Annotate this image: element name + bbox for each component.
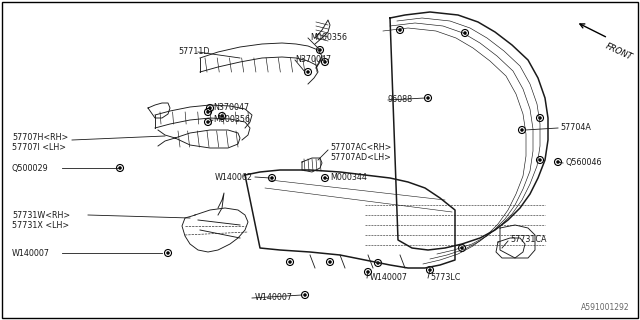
Circle shape [207,121,209,123]
Circle shape [307,71,309,73]
Circle shape [209,107,211,109]
Circle shape [557,161,559,163]
Text: A591001292: A591001292 [581,303,630,312]
Text: 57711D: 57711D [178,47,209,57]
Circle shape [461,247,463,249]
Text: W140007: W140007 [370,274,408,283]
Circle shape [221,115,223,117]
Circle shape [289,261,291,263]
Circle shape [329,261,331,263]
Circle shape [539,117,541,119]
Circle shape [521,129,523,131]
Circle shape [367,271,369,273]
Circle shape [324,61,326,63]
Text: 57731CA: 57731CA [510,236,547,244]
Circle shape [377,262,379,264]
Text: M000356: M000356 [310,34,347,43]
Text: FRONT: FRONT [604,42,634,62]
Circle shape [429,269,431,271]
Circle shape [427,97,429,99]
Circle shape [399,29,401,31]
Text: 57731X <LH>: 57731X <LH> [12,220,69,229]
Circle shape [539,159,541,161]
Text: Q500029: Q500029 [12,164,49,172]
Circle shape [167,252,169,254]
Circle shape [207,111,209,113]
Text: M000344: M000344 [330,173,367,182]
Text: 57707H<RH>: 57707H<RH> [12,133,68,142]
Circle shape [324,177,326,179]
Text: N370047: N370047 [213,103,249,113]
Text: 96088: 96088 [388,95,413,105]
Text: 57731W<RH>: 57731W<RH> [12,211,70,220]
Circle shape [464,32,466,34]
Text: 5773LC: 5773LC [430,274,460,283]
Circle shape [319,49,321,51]
Text: N370047: N370047 [295,55,331,65]
Text: 57707I <LH>: 57707I <LH> [12,143,66,153]
Text: 57707AD<LH>: 57707AD<LH> [330,154,391,163]
Circle shape [304,294,306,296]
Circle shape [119,167,121,169]
Text: Q560046: Q560046 [565,158,602,167]
Circle shape [271,177,273,179]
Text: 57707AC<RH>: 57707AC<RH> [330,143,392,153]
Text: W140007: W140007 [255,293,293,302]
Text: W140062: W140062 [215,172,253,181]
Text: 57704A: 57704A [560,124,591,132]
Text: M000356: M000356 [213,116,250,124]
Text: W140007: W140007 [12,249,50,258]
